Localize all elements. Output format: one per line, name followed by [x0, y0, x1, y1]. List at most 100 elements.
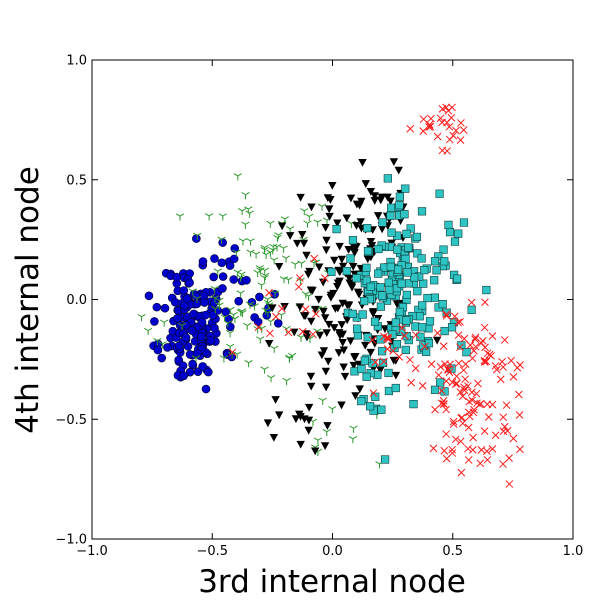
- data-point: [217, 236, 226, 244]
- data-point: [302, 330, 311, 339]
- data-point: [358, 158, 367, 167]
- data-point: [228, 348, 237, 357]
- data-point: [377, 193, 386, 202]
- data-point: [445, 368, 454, 377]
- data-point: [163, 343, 172, 352]
- data-point: [368, 336, 377, 344]
- data-point: [391, 318, 400, 327]
- data-point: [293, 239, 302, 248]
- data-point: [257, 282, 266, 290]
- data-point: [342, 214, 351, 223]
- data-point: [357, 364, 366, 374]
- data-point: [371, 392, 380, 401]
- data-point: [409, 400, 418, 409]
- data-point: [383, 345, 392, 353]
- data-point: [274, 411, 284, 420]
- data-point: [449, 420, 458, 428]
- data-point: [386, 262, 395, 271]
- data-point: [347, 283, 357, 292]
- data-point: [392, 284, 402, 293]
- data-point: [360, 356, 369, 365]
- data-point: [330, 256, 339, 265]
- data-point: [321, 274, 329, 282]
- data-point: [402, 316, 411, 325]
- data-point: [450, 312, 459, 321]
- data-point: [417, 207, 427, 216]
- data-point: [492, 365, 501, 374]
- data-point: [144, 327, 153, 336]
- data-point: [323, 194, 333, 202]
- data-point: [496, 375, 505, 384]
- data-point: [366, 282, 375, 291]
- data-point: [236, 290, 245, 298]
- data-point: [335, 242, 344, 251]
- data-point: [451, 435, 460, 444]
- data-point: [338, 299, 347, 308]
- data-point: [476, 459, 485, 468]
- data-point: [229, 311, 238, 320]
- data-point: [302, 333, 312, 342]
- data-point: [241, 221, 250, 229]
- data-point: [218, 213, 227, 221]
- data-point: [280, 302, 289, 311]
- data-point: [480, 323, 489, 332]
- data-point: [484, 413, 493, 421]
- data-point: [271, 290, 280, 298]
- series-square: [327, 174, 491, 464]
- data-point: [312, 310, 320, 318]
- data-point: [391, 371, 401, 380]
- data-point: [201, 310, 211, 320]
- data-point: [445, 122, 454, 131]
- data-point: [460, 386, 469, 395]
- data-point: [315, 331, 325, 340]
- data-point: [345, 279, 354, 288]
- data-point: [387, 203, 396, 212]
- data-point: [445, 228, 455, 237]
- data-point: [415, 312, 424, 321]
- data-point: [413, 287, 422, 296]
- data-point: [403, 268, 412, 277]
- data-point: [241, 192, 250, 200]
- data-point: [318, 397, 327, 405]
- data-point: [461, 375, 470, 384]
- data-point: [181, 333, 191, 342]
- data-point: [160, 319, 169, 327]
- data-point: [263, 296, 272, 304]
- series-circle: [144, 234, 283, 394]
- data-point: [454, 229, 463, 238]
- data-point: [426, 122, 435, 131]
- data-point: [198, 257, 208, 266]
- data-point: [471, 335, 479, 344]
- data-point: [246, 238, 255, 246]
- y-tick-label: −1.0: [55, 533, 87, 548]
- data-point: [274, 263, 284, 271]
- data-point: [237, 208, 247, 216]
- data-point: [483, 455, 492, 464]
- data-point: [355, 385, 365, 394]
- data-point: [370, 192, 379, 201]
- data-point: [438, 105, 447, 113]
- data-point: [314, 295, 323, 304]
- data-point: [416, 332, 425, 341]
- data-point: [400, 210, 409, 219]
- data-point: [481, 298, 489, 307]
- data-point: [324, 320, 334, 329]
- data-point: [393, 245, 402, 254]
- data-point: [413, 249, 422, 258]
- data-point: [503, 426, 512, 435]
- data-point: [294, 282, 303, 291]
- data-point: [285, 354, 294, 362]
- data-point: [480, 356, 489, 365]
- data-point: [313, 437, 323, 445]
- data-point: [307, 203, 316, 212]
- data-point: [406, 124, 415, 133]
- data-point: [237, 308, 247, 316]
- data-point: [330, 324, 339, 332]
- data-point: [348, 436, 358, 444]
- data-point: [388, 330, 397, 339]
- data-point: [352, 274, 361, 283]
- data-point: [381, 455, 390, 464]
- data-point: [346, 254, 355, 263]
- data-point: [299, 239, 309, 248]
- data-point: [373, 212, 383, 220]
